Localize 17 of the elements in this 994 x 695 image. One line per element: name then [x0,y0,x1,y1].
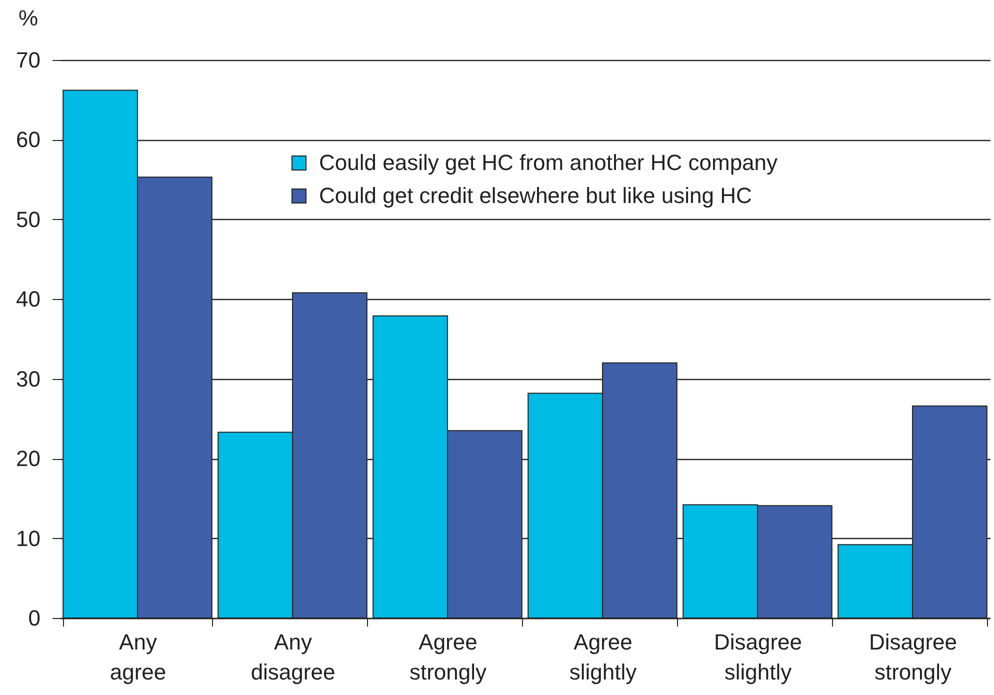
y-tick-label: 0 [28,606,40,630]
y-tick-label: 40 [16,286,40,312]
y-tick-label: 30 [16,366,40,392]
y-axis-title: % [18,6,38,30]
y-tick-label: 10 [16,526,40,551]
y-tick-label: 70 [16,48,40,72]
x-tick-label: Disagree strongly [868,630,958,684]
x-tick-label: Agree slightly [569,630,637,684]
x-tick-label: Any disagree [250,630,336,684]
x-tick-label: Agree strongly [409,630,487,684]
x-tick-label: Disagree slightly [714,630,802,684]
legend-label: Could get credit elsewhere but like using HC [319,183,752,208]
y-tick-label: 20 [16,446,40,472]
x-tick-label: Any agree [110,630,166,684]
legend-label: Could easily get HC from another HC company [319,150,778,175]
y-tick-label: 60 [16,127,40,152]
y-tick-label: 50 [16,206,40,232]
